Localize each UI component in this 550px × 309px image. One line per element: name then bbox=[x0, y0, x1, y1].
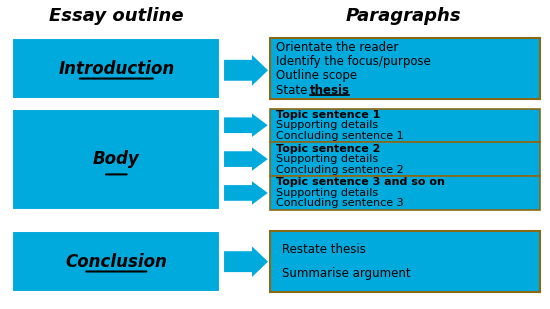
Text: Supporting details: Supporting details bbox=[276, 154, 378, 164]
Text: Paragraphs: Paragraphs bbox=[346, 7, 461, 25]
Text: Summarise argument: Summarise argument bbox=[282, 267, 410, 281]
Text: Topic sentence 1: Topic sentence 1 bbox=[276, 110, 381, 120]
Text: Concluding sentence 2: Concluding sentence 2 bbox=[276, 165, 404, 175]
FancyBboxPatch shape bbox=[12, 38, 221, 99]
Polygon shape bbox=[223, 179, 270, 207]
Text: thesis: thesis bbox=[310, 84, 350, 97]
Text: Restate thesis: Restate thesis bbox=[282, 243, 365, 256]
Text: Topic sentence 2: Topic sentence 2 bbox=[276, 144, 381, 154]
Text: State: State bbox=[276, 84, 311, 97]
FancyBboxPatch shape bbox=[12, 108, 221, 210]
Text: Essay outline: Essay outline bbox=[49, 7, 184, 25]
Text: Concluding sentence 1: Concluding sentence 1 bbox=[276, 131, 404, 141]
FancyBboxPatch shape bbox=[270, 108, 541, 142]
Text: Supporting details: Supporting details bbox=[276, 121, 378, 130]
Polygon shape bbox=[223, 145, 270, 173]
FancyBboxPatch shape bbox=[12, 231, 221, 292]
Text: Supporting details: Supporting details bbox=[276, 188, 378, 198]
FancyBboxPatch shape bbox=[270, 176, 541, 210]
Text: Outline scope: Outline scope bbox=[276, 70, 357, 83]
Text: Introduction: Introduction bbox=[58, 60, 174, 78]
Text: Body: Body bbox=[93, 150, 140, 168]
FancyBboxPatch shape bbox=[270, 142, 541, 176]
Polygon shape bbox=[223, 112, 270, 139]
Text: Identify the focus/purpose: Identify the focus/purpose bbox=[276, 55, 431, 68]
FancyBboxPatch shape bbox=[270, 231, 541, 292]
Text: Conclusion: Conclusion bbox=[65, 253, 167, 271]
FancyBboxPatch shape bbox=[270, 38, 541, 99]
Polygon shape bbox=[223, 244, 270, 279]
Text: Orientate the reader: Orientate the reader bbox=[276, 41, 398, 54]
Polygon shape bbox=[223, 53, 270, 88]
Text: Concluding sentence 3: Concluding sentence 3 bbox=[276, 198, 404, 208]
Text: Topic sentence 3 and so on: Topic sentence 3 and so on bbox=[276, 177, 445, 187]
